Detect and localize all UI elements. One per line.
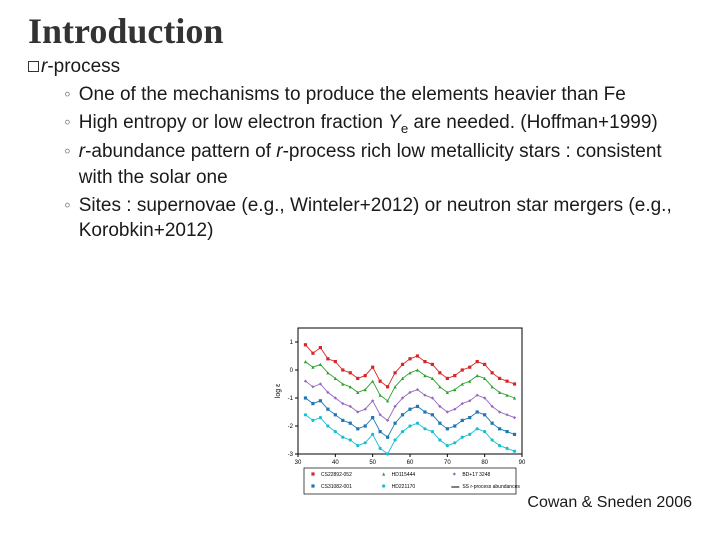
svg-text:CS31082-001: CS31082-001 (321, 484, 352, 490)
svg-text:BD+17 3248: BD+17 3248 (462, 472, 490, 478)
svg-text:-3: -3 (288, 452, 294, 458)
svg-text:-1: -1 (288, 396, 294, 402)
citation: Cowan & Sneden 2006 (527, 494, 692, 512)
svg-text:1: 1 (290, 340, 294, 346)
bullet-text: r-abundance pattern of r-process rich lo… (79, 139, 690, 190)
bullet-item: ◦r-abundance pattern of r-process rich l… (64, 139, 690, 190)
bullet-marker: ◦ (64, 110, 71, 138)
subtitle: r-process (0, 52, 720, 78)
svg-text:80: 80 (481, 460, 488, 466)
svg-text:SS r-process abundances: SS r-process abundances (462, 484, 520, 490)
svg-text:90: 90 (519, 460, 526, 466)
svg-text:60: 60 (407, 460, 414, 466)
bullet-item: ◦ High entropy or low electron fraction Y… (64, 110, 690, 138)
svg-text:HD115444: HD115444 (392, 472, 416, 478)
bullet-text: Sites : supernovae (e.g., Winteler+2012)… (79, 193, 690, 244)
svg-text:40: 40 (332, 460, 339, 466)
bullet-marker: ◦ (64, 82, 71, 108)
bullet-text: One of the mechanisms to produce the ele… (79, 82, 690, 108)
bullet-list: ◦ One of the mechanisms to produce the el… (0, 78, 720, 244)
svg-text:HD221170: HD221170 (392, 484, 416, 490)
page-title: Introduction (0, 0, 720, 52)
checkbox-icon (28, 61, 39, 72)
svg-text:CS22892-052: CS22892-052 (321, 472, 352, 478)
abundance-chart: 30405060708090-3-2-101Atomic Numberlog ε… (270, 320, 530, 500)
svg-text:70: 70 (444, 460, 451, 466)
bullet-marker: ◦ (64, 139, 71, 190)
bullet-item: ◦ One of the mechanisms to produce the el… (64, 82, 690, 108)
svg-text:-2: -2 (288, 424, 294, 430)
svg-text:30: 30 (295, 460, 302, 466)
svg-text:50: 50 (369, 460, 376, 466)
bullet-item: ◦Sites : supernovae (e.g., Winteler+2012… (64, 193, 690, 244)
svg-text:0: 0 (290, 368, 294, 374)
bullet-text: High entropy or low electron fraction Ye… (79, 110, 690, 138)
bullet-marker: ◦ (64, 193, 71, 244)
subtitle-rest: -process (47, 56, 120, 77)
svg-text:log ε: log ε (275, 384, 282, 398)
